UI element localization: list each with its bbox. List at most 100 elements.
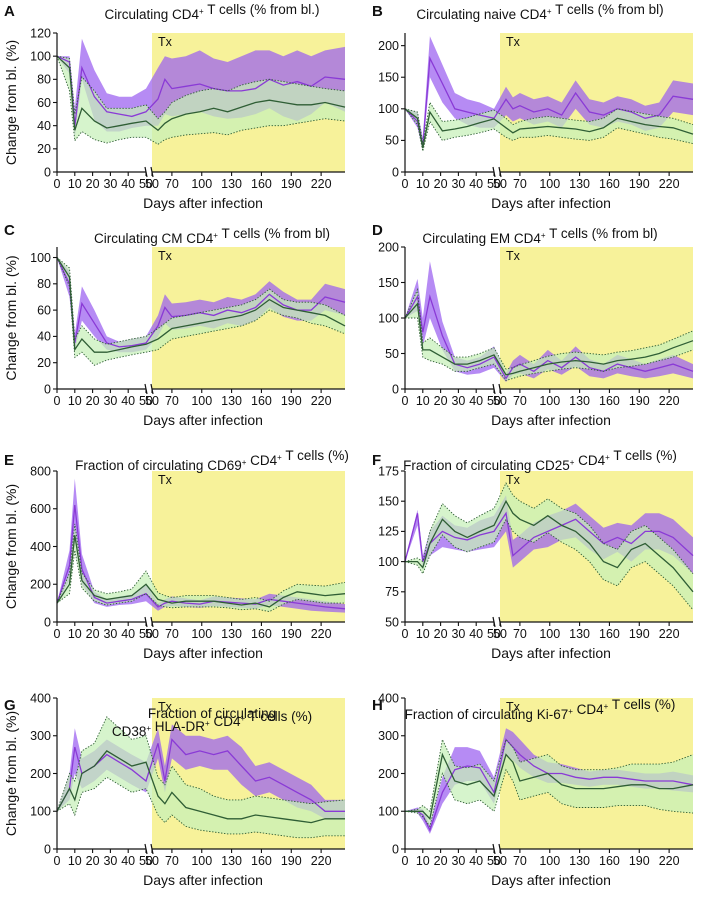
- x-tick-label: 70: [513, 854, 527, 868]
- treatment-label: Tx: [506, 35, 521, 49]
- x-tick-label: 10: [68, 854, 82, 868]
- x-tick-label: 50: [145, 627, 159, 641]
- ci-lower-green: [404, 518, 694, 611]
- panel-letter: G: [4, 697, 16, 714]
- y-tick-label: 0: [392, 382, 399, 396]
- x-axis-label: Days after infection: [143, 872, 263, 888]
- y-tick-label: 40: [37, 119, 51, 133]
- title-text: CD4: [573, 702, 604, 717]
- mean-line-purple: [404, 294, 694, 380]
- y-tick-label: 120: [30, 26, 51, 40]
- title-superscript: +: [242, 458, 247, 467]
- treatment-label: Tx: [158, 249, 173, 263]
- x-tick-label: 50: [487, 394, 501, 408]
- x-tick-label: 160: [599, 627, 620, 641]
- x-tick-label: 50: [487, 627, 501, 641]
- x-tick-label: 50: [145, 177, 159, 191]
- y-tick-label: 0: [44, 842, 51, 856]
- y-tick-label: 100: [30, 49, 51, 63]
- mean-line-green: [56, 257, 346, 353]
- panel-letter: B: [372, 3, 383, 20]
- x-tick-label: 40: [121, 854, 135, 868]
- mean-line-green: [56, 750, 345, 824]
- y-tick-label: 600: [30, 502, 51, 516]
- x-tick-label: 100: [539, 854, 560, 868]
- y-axis-label: Change from bl. (%): [3, 711, 19, 836]
- ci-band-green: [405, 483, 693, 610]
- x-tick-label: 130: [221, 394, 242, 408]
- x-tick-label: 190: [281, 854, 302, 868]
- title-text: HLA-DR: [151, 719, 205, 734]
- x-tick-label: 30: [451, 394, 465, 408]
- ci-lower-green: [56, 550, 345, 613]
- x-tick-label: 40: [121, 627, 135, 641]
- ci-lower-green: [404, 768, 694, 828]
- x-tick-label: 30: [103, 854, 117, 868]
- ci-lower-green: [56, 776, 345, 839]
- mean-line-purple: [56, 257, 346, 348]
- x-axis-label: Days after infection: [143, 412, 263, 428]
- title-text: CD38: [112, 724, 147, 739]
- y-axis-label: Change from bl. (%): [3, 255, 19, 380]
- x-tick-label: 50: [493, 627, 507, 641]
- x-tick-label: 190: [629, 627, 650, 641]
- mean-line-green: [404, 108, 694, 149]
- x-tick-label: 220: [659, 177, 680, 191]
- x-tick-label: 20: [434, 627, 448, 641]
- y-tick-label: 200: [378, 767, 399, 781]
- x-tick-label: 100: [191, 394, 212, 408]
- mean-line-green: [56, 535, 346, 608]
- x-tick-label: 130: [569, 854, 590, 868]
- panel-title: Fraction of circulating CD69+ CD4+ T cel…: [75, 448, 349, 473]
- x-tick-label: 190: [629, 854, 650, 868]
- title-superscript: +: [605, 453, 610, 462]
- ci-band-green: [405, 289, 693, 381]
- x-tick-label: 0: [402, 394, 409, 408]
- x-tick-label: 20: [434, 854, 448, 868]
- y-tick-label: 100: [378, 805, 399, 819]
- x-tick-label: 40: [121, 177, 135, 191]
- title-superscript: +: [570, 458, 575, 467]
- mean-line-green: [56, 55, 346, 132]
- y-tick-label: 200: [378, 39, 399, 53]
- x-tick-label: 10: [416, 394, 430, 408]
- x-tick-label: 40: [469, 854, 483, 868]
- treatment-label: Tx: [158, 35, 173, 49]
- x-tick-label: 20: [86, 177, 100, 191]
- ci-upper-green: [56, 257, 346, 345]
- x-tick-label: 190: [281, 627, 302, 641]
- title-superscript: +: [277, 453, 282, 462]
- x-tick-label: 50: [145, 854, 159, 868]
- treatment-label: Tx: [506, 700, 521, 714]
- x-tick-label: 50: [145, 394, 159, 408]
- panel-title: Circulating CD4+ T cells (% from bl.): [105, 2, 320, 22]
- x-tick-label: 50: [139, 394, 153, 408]
- panel-title: Circulating naive CD4+ T cells (% from b…: [416, 2, 663, 22]
- y-tick-label: 100: [30, 805, 51, 819]
- x-tick-label: 50: [493, 394, 507, 408]
- x-tick-label: 20: [86, 394, 100, 408]
- treatment-label: Tx: [506, 473, 521, 487]
- x-tick-label: 10: [416, 627, 430, 641]
- x-tick-label: 20: [434, 394, 448, 408]
- title-text: T cells (%): [610, 448, 677, 463]
- x-tick-label: 50: [139, 627, 153, 641]
- title-superscript: +: [604, 702, 609, 711]
- y-tick-label: 100: [30, 251, 51, 265]
- x-tick-label: 0: [54, 627, 61, 641]
- x-tick-label: 40: [469, 627, 483, 641]
- title-superscript: +: [213, 231, 218, 240]
- x-tick-label: 50: [487, 177, 501, 191]
- y-tick-label: 100: [378, 102, 399, 116]
- ci-band-green: [405, 739, 693, 827]
- y-tick-label: 60: [37, 96, 51, 110]
- y-tick-label: 400: [378, 691, 399, 705]
- title-text: CD4: [246, 453, 277, 468]
- ci-lower-green: [405, 317, 694, 382]
- treatment-label: Tx: [158, 473, 173, 487]
- ci-upper-green: [404, 101, 694, 144]
- x-tick-label: 220: [659, 394, 680, 408]
